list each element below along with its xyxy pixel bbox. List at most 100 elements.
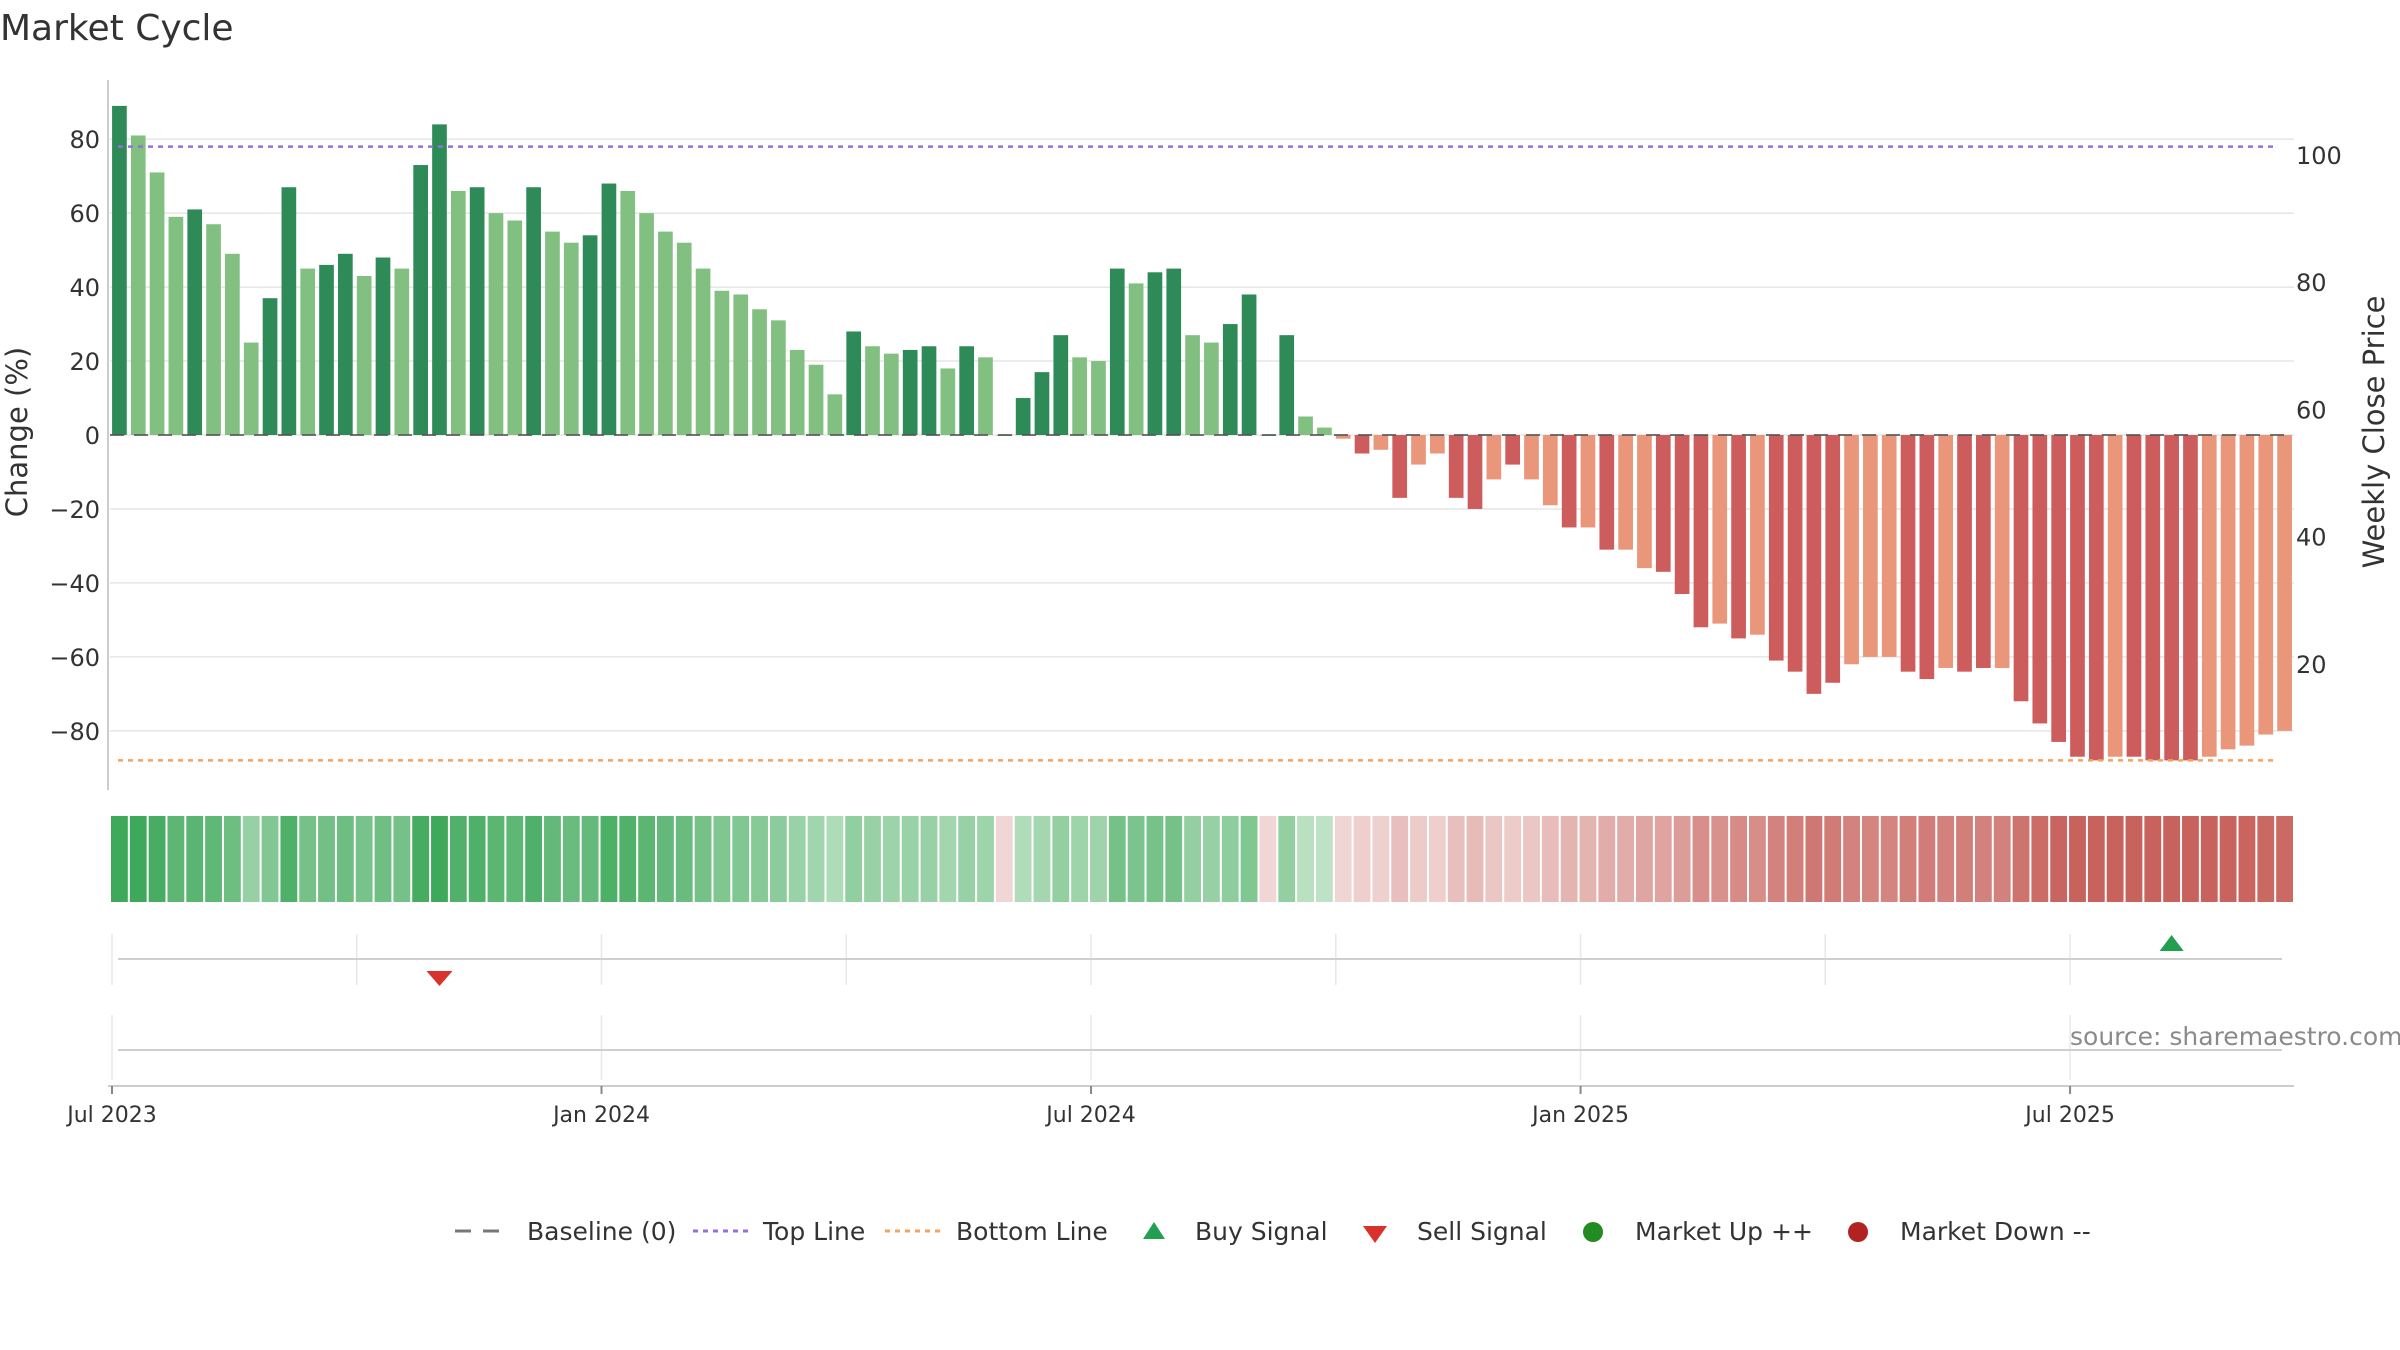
heat-cell-week-93 — [1861, 816, 1879, 902]
heat-cell-week-100 — [1993, 816, 2011, 902]
legend-buy-signal-swatch — [1143, 1222, 1165, 1239]
bar-week-50 — [1053, 335, 1069, 435]
bar-week-80 — [1618, 435, 1633, 550]
heat-cell-week-88 — [1767, 816, 1785, 902]
y-axis-left-title: Change (%) — [0, 347, 34, 517]
heat-cell-week-59 — [1221, 816, 1239, 902]
heat-cell-week-56 — [1165, 816, 1183, 902]
bar-week-110 — [2183, 435, 2198, 761]
heat-cell-week-95 — [1899, 816, 1917, 902]
bar-week-102 — [2032, 435, 2048, 724]
legend-market-up-label: Market Up ++ — [1635, 1217, 1813, 1246]
bar-week-71 — [1448, 435, 1464, 498]
bar-week-74 — [1505, 435, 1520, 465]
heat-cell-week-63 — [1297, 816, 1314, 902]
heat-cell-week-83 — [1673, 816, 1691, 902]
heat-cell-week-66 — [1353, 816, 1371, 902]
bar-week-103 — [2051, 435, 2066, 742]
bar-week-96 — [1919, 435, 1935, 680]
heat-cell-week-30 — [675, 816, 693, 902]
heat-cell-week-25 — [581, 816, 599, 902]
heat-cell-week-98 — [1956, 816, 1973, 902]
bar-week-16 — [413, 165, 428, 436]
bar-week-56 — [1166, 268, 1182, 435]
bar-week-83 — [1674, 435, 1690, 595]
heat-cell-week-51 — [1071, 816, 1089, 902]
heat-cell-week-49 — [1033, 816, 1051, 902]
heat-cell-week-70 — [1428, 816, 1446, 902]
heat-cell-week-13 — [355, 816, 373, 902]
bar-week-91 — [1825, 435, 1841, 683]
heat-cell-week-61 — [1259, 816, 1277, 902]
bar-week-111 — [2201, 435, 2217, 757]
bar-week-24 — [563, 242, 579, 435]
heat-cell-week-1 — [129, 816, 147, 902]
source-text: source: sharemaestro.com — [2070, 1022, 2400, 1051]
bar-week-55 — [1147, 272, 1163, 435]
bar-week-37 — [808, 364, 824, 435]
heat-cell-week-41 — [882, 816, 900, 902]
heat-cell-week-60 — [1240, 816, 1258, 902]
bar-week-15 — [394, 268, 410, 435]
heat-cell-week-97 — [1937, 816, 1955, 902]
heat-cell-week-34 — [751, 816, 768, 902]
bar-week-86 — [1731, 435, 1746, 639]
bar-week-44 — [940, 368, 956, 435]
bar-week-5 — [206, 224, 221, 435]
bar-week-75 — [1524, 435, 1539, 480]
heat-cell-week-53 — [1108, 816, 1126, 902]
sell-signal-marker — [426, 971, 453, 986]
bar-week-95 — [1900, 435, 1916, 672]
bar-week-108 — [2145, 435, 2161, 761]
bar-week-12 — [338, 253, 353, 435]
heat-cell-week-23 — [544, 816, 561, 902]
heat-cell-week-87 — [1749, 816, 1766, 902]
heat-cell-week-112 — [2219, 816, 2237, 902]
bar-week-41 — [884, 353, 899, 435]
heat-cell-week-26 — [600, 816, 618, 902]
bar-week-4 — [187, 209, 203, 435]
heat-cell-week-91 — [1824, 816, 1842, 902]
bar-week-69 — [1411, 435, 1426, 465]
bar-week-84 — [1693, 435, 1709, 628]
bar-week-70 — [1430, 435, 1445, 454]
bar-week-10 — [300, 268, 316, 435]
heat-cell-week-36 — [788, 816, 806, 902]
bar-week-114 — [2258, 435, 2274, 735]
y-tick-label: 20 — [69, 348, 100, 376]
legend-sell-signal-swatch — [1363, 1226, 1387, 1243]
bar-week-13 — [356, 275, 372, 435]
heat-cell-week-62 — [1278, 816, 1296, 902]
heat-cell-week-15 — [393, 816, 411, 902]
bar-week-94 — [1881, 435, 1897, 657]
bar-week-35 — [771, 320, 786, 435]
y-tick-label: 80 — [69, 126, 100, 154]
heat-cell-week-110 — [2182, 816, 2199, 902]
bar-week-51 — [1072, 357, 1087, 435]
heat-cell-week-31 — [694, 816, 712, 902]
bar-week-76 — [1542, 435, 1558, 506]
bar-week-107 — [2126, 435, 2142, 757]
x-tick-label: Jan 2025 — [1530, 1103, 1629, 1128]
heat-cell-week-48 — [1014, 816, 1032, 902]
heat-cell-week-27 — [619, 816, 637, 902]
bar-week-53 — [1109, 268, 1125, 435]
heat-cell-week-37 — [807, 816, 825, 902]
legend-bottom-line-label: Bottom Line — [956, 1217, 1108, 1246]
bar-week-90 — [1806, 435, 1822, 694]
bar-week-31 — [695, 268, 711, 435]
bar-week-97 — [1938, 435, 1954, 668]
bar-week-72 — [1467, 435, 1483, 509]
bar-week-89 — [1787, 435, 1803, 672]
bar-week-17 — [432, 124, 447, 436]
y-axis-right-title: Weekly Close Price — [2357, 296, 2391, 569]
heat-cell-week-43 — [920, 816, 938, 902]
bar-week-30 — [676, 242, 692, 435]
bar-week-92 — [1844, 435, 1859, 665]
heat-cell-week-35 — [769, 816, 787, 902]
x-axis-ticks: Jul 2023 Jan 2024 Jul 2024 Jan 2025 Jul 2025 — [65, 1086, 2115, 1128]
bar-week-98 — [1957, 435, 1972, 672]
bar-week-40 — [865, 346, 880, 435]
legend-market-down-label: Market Down -- — [1900, 1217, 2091, 1246]
